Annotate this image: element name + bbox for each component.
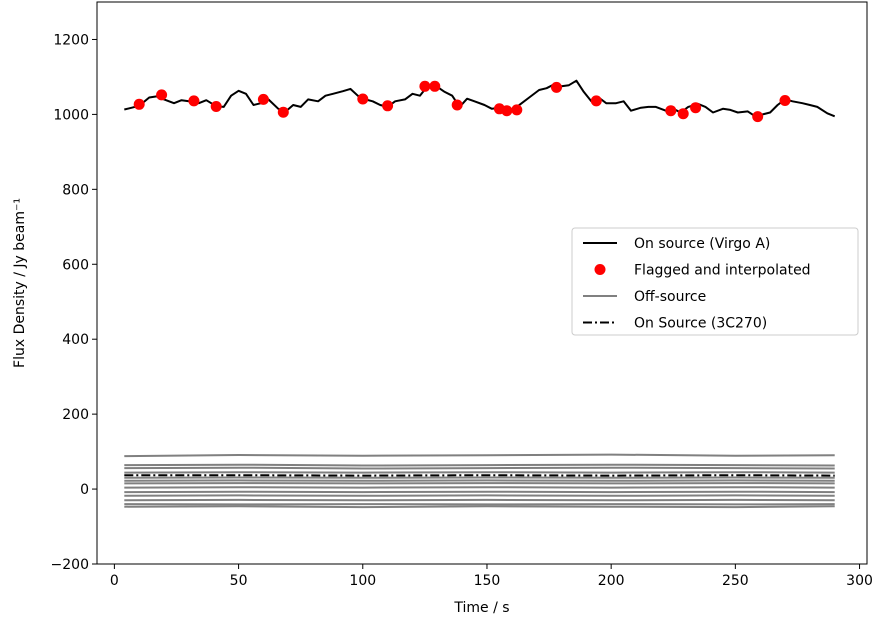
x-tick-label-0: 0 (110, 573, 119, 589)
series-line-off-source-3 (124, 463, 835, 467)
flagged-point-14 (551, 81, 562, 93)
flagged-point-16 (665, 105, 677, 117)
x-tick-label-250: 250 (722, 573, 749, 589)
flagged-point-9 (429, 80, 441, 92)
series-line-off-source-2 (124, 453, 835, 458)
x-tick-label-100: 100 (349, 573, 376, 589)
legend-box (571, 227, 859, 336)
x-axis-label: Time / s (453, 600, 509, 616)
flagged-point-18 (690, 102, 702, 114)
flagged-point-1 (156, 89, 168, 101)
legend: On source (Virgo A) Flagged and interpola… (571, 227, 859, 336)
flagged-point-20 (779, 95, 791, 106)
flagged-point-19 (752, 111, 764, 123)
legend-label-3: On Source (3C270) (634, 316, 767, 332)
legend-marker-1 (594, 264, 606, 275)
flagged-point-10 (451, 99, 463, 111)
flagged-point-15 (590, 95, 602, 107)
flagged-point-17 (677, 108, 689, 120)
flagged-point-4 (257, 93, 269, 105)
x-ticks: 0 50 100 150 200 250 300 (110, 564, 873, 589)
legend-items: On source (Virgo A) Flagged and interpola… (583, 236, 811, 332)
y-ticks: −200 0 200 400 600 800 1000 1200 (51, 32, 97, 573)
flagged-point-5 (277, 106, 289, 118)
y-axis-label: Flux Density / Jy beam⁻¹ (12, 198, 28, 368)
y-tick-label-1200: 1200 (53, 32, 89, 48)
x-tick-label-200: 200 (598, 573, 625, 589)
series-line-off-source-4 (124, 466, 835, 470)
flagged-point-8 (419, 80, 431, 92)
flagged-point-6 (357, 93, 369, 105)
y-tick-label-400: 400 (62, 332, 89, 348)
legend-label-0: On source (Virgo A) (634, 236, 770, 252)
x-tick-label-150: 150 (474, 573, 501, 589)
y-tick-label-0: 0 (80, 482, 89, 498)
series-layer (124, 79, 836, 509)
x-tick-label-300: 300 (846, 573, 873, 589)
y-tick-label-800: 800 (62, 182, 89, 198)
y-tick-label-200: 200 (62, 407, 89, 423)
marker-layer (133, 80, 791, 123)
legend-label-1: Flagged and interpolated (634, 263, 811, 279)
flagged-point-13 (511, 104, 523, 116)
flagged-point-12 (501, 105, 513, 117)
legend-label-2: Off-source (634, 289, 706, 305)
series-line-off-source-14 (124, 505, 835, 509)
x-tick-label-50: 50 (230, 573, 248, 589)
y-tick-label-600: 600 (62, 257, 89, 273)
flagged-point-3 (210, 101, 222, 112)
flagged-point-2 (188, 95, 200, 107)
y-tick-label--200: −200 (51, 557, 89, 573)
flagged-point-0 (133, 98, 145, 110)
flagged-point-7 (382, 100, 394, 112)
plot-frame (96, 1, 868, 565)
series-line-virgo-a (124, 79, 836, 118)
y-tick-label-1000: 1000 (53, 107, 89, 123)
